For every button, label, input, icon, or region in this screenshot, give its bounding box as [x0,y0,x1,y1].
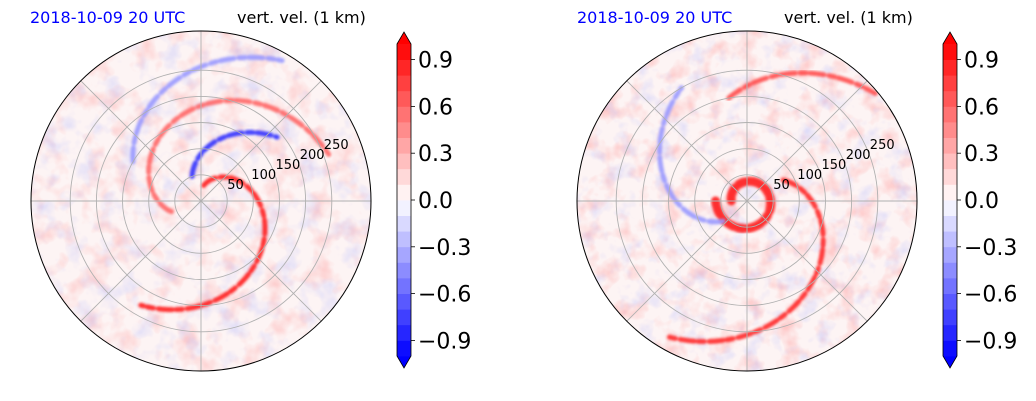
polar-frame [30,30,372,372]
polar-panel-right: 2018-10-09 20 UTC vert. vel. (1 km) 50 10… [576,8,1017,372]
colorbar-tick-label: −0.6 [964,283,1017,308]
colorbar-tick-label: 0.0 [964,189,999,214]
colorbar-band [943,44,957,60]
colorbar-band [943,309,957,326]
colorbar-band [397,200,411,216]
colorbar-band [943,90,957,107]
colorbar-band [397,106,411,123]
colorbar-band [943,293,957,310]
colorbar-band [397,309,411,326]
feature-updraft_band-1 [146,97,332,215]
colorbar-band [397,340,411,357]
radial-tick-label: 100 [797,168,822,183]
colorbar-band [397,75,411,92]
grid-spoke-225 [80,200,202,322]
colorbar-band [397,231,411,248]
radial-tick-label: 200 [300,148,325,163]
radial-tick-label: 150 [822,158,847,173]
colorbar: −0.9 −0.6 −0.3 0.0 0.3 0.6 0.9 [942,31,1017,369]
colorbar-outline [942,31,958,369]
grid-spoke-315 [746,200,868,322]
radial-tick-label: 250 [324,138,349,153]
colorbar-band [397,215,411,232]
panel-variable-label: vert. vel. (1 km) [237,8,366,27]
feature-updraft_band-0 [138,174,268,313]
colorbar-tick-label: −0.6 [418,283,471,308]
colorbar-band [397,168,411,185]
radial-tick-label: 150 [276,158,301,173]
colorbar-band [397,122,411,138]
colorbar-tick-label: −0.9 [964,329,1017,354]
grid-spoke-45 [746,80,868,202]
polar-panel-left: 2018-10-09 20 UTC vert. vel. (1 km) 50 10… [30,8,471,372]
colorbar-band [943,215,957,232]
feature-downdraft_band-3 [657,85,726,225]
colorbar-band [943,340,957,357]
colorbar-band [943,231,957,248]
radial-tick-label: 100 [251,168,276,183]
panel-variable-label: vert. vel. (1 km) [784,8,913,27]
colorbar-band [943,324,957,341]
colorbar-outline [396,31,412,369]
colorbar-tick-label: 0.3 [964,142,999,167]
colorbar-band [943,184,957,201]
polar-grid [577,31,917,371]
colorbar-band [943,106,957,123]
radial-tick-label: 50 [773,178,790,193]
colorbar-tick-label: 0.9 [964,49,999,74]
colorbar-band [943,246,957,263]
colorbar-band [397,44,411,60]
colorbar-extend-max [397,32,411,44]
grid-spoke-225 [626,200,748,322]
polar-grid [31,31,371,371]
radial-tick-label: 50 [227,178,244,193]
colorbar-extend-max [943,32,957,44]
colorbar-band [943,137,957,154]
colorbar-extend-min [397,356,411,368]
colorbar-band [397,59,411,76]
colorbar-band [397,246,411,263]
colorbar-tick-label: 0.9 [418,49,453,74]
colorbar-tick-label: −0.3 [418,236,471,261]
colorbar-band [397,262,411,279]
colorbar-tick-label: −0.9 [418,329,471,354]
colorbar-band [943,122,957,138]
grid-spoke-315 [200,200,322,322]
colorbar-band [397,324,411,341]
colorbar-band [397,293,411,310]
colorbar-band [397,90,411,107]
colorbar-band [943,278,957,294]
colorbar-band [943,59,957,76]
colorbar-band [943,168,957,185]
colorbar-band [943,200,957,216]
colorbar-tick-label: 0.0 [418,189,453,214]
colorbar: −0.9 −0.6 −0.3 0.0 0.3 0.6 0.9 [396,31,471,369]
colorbar-band [943,75,957,92]
colorbar-band [397,278,411,294]
grid-spoke-135 [80,80,202,202]
panel-date-label: 2018-10-09 20 UTC [30,8,185,27]
colorbar-extend-min [943,356,957,368]
radial-tick-label: 200 [846,148,871,163]
polar-frame [576,30,918,372]
grid-spoke-135 [626,80,748,202]
colorbar-band [943,262,957,279]
colorbar-band [943,153,957,170]
grid-spoke-45 [200,80,322,202]
colorbar-band [397,137,411,154]
colorbar-tick-label: 0.3 [418,142,453,167]
colorbar-tick-label: 0.6 [418,95,453,120]
colorbar-band [397,184,411,201]
colorbar-band [397,153,411,170]
colorbar-tick-label: 0.6 [964,95,999,120]
panel-date-label: 2018-10-09 20 UTC [577,8,732,27]
colorbar-tick-label: −0.3 [964,236,1017,261]
radial-tick-label: 250 [870,138,895,153]
feature-downdraft_band-2 [189,129,280,179]
